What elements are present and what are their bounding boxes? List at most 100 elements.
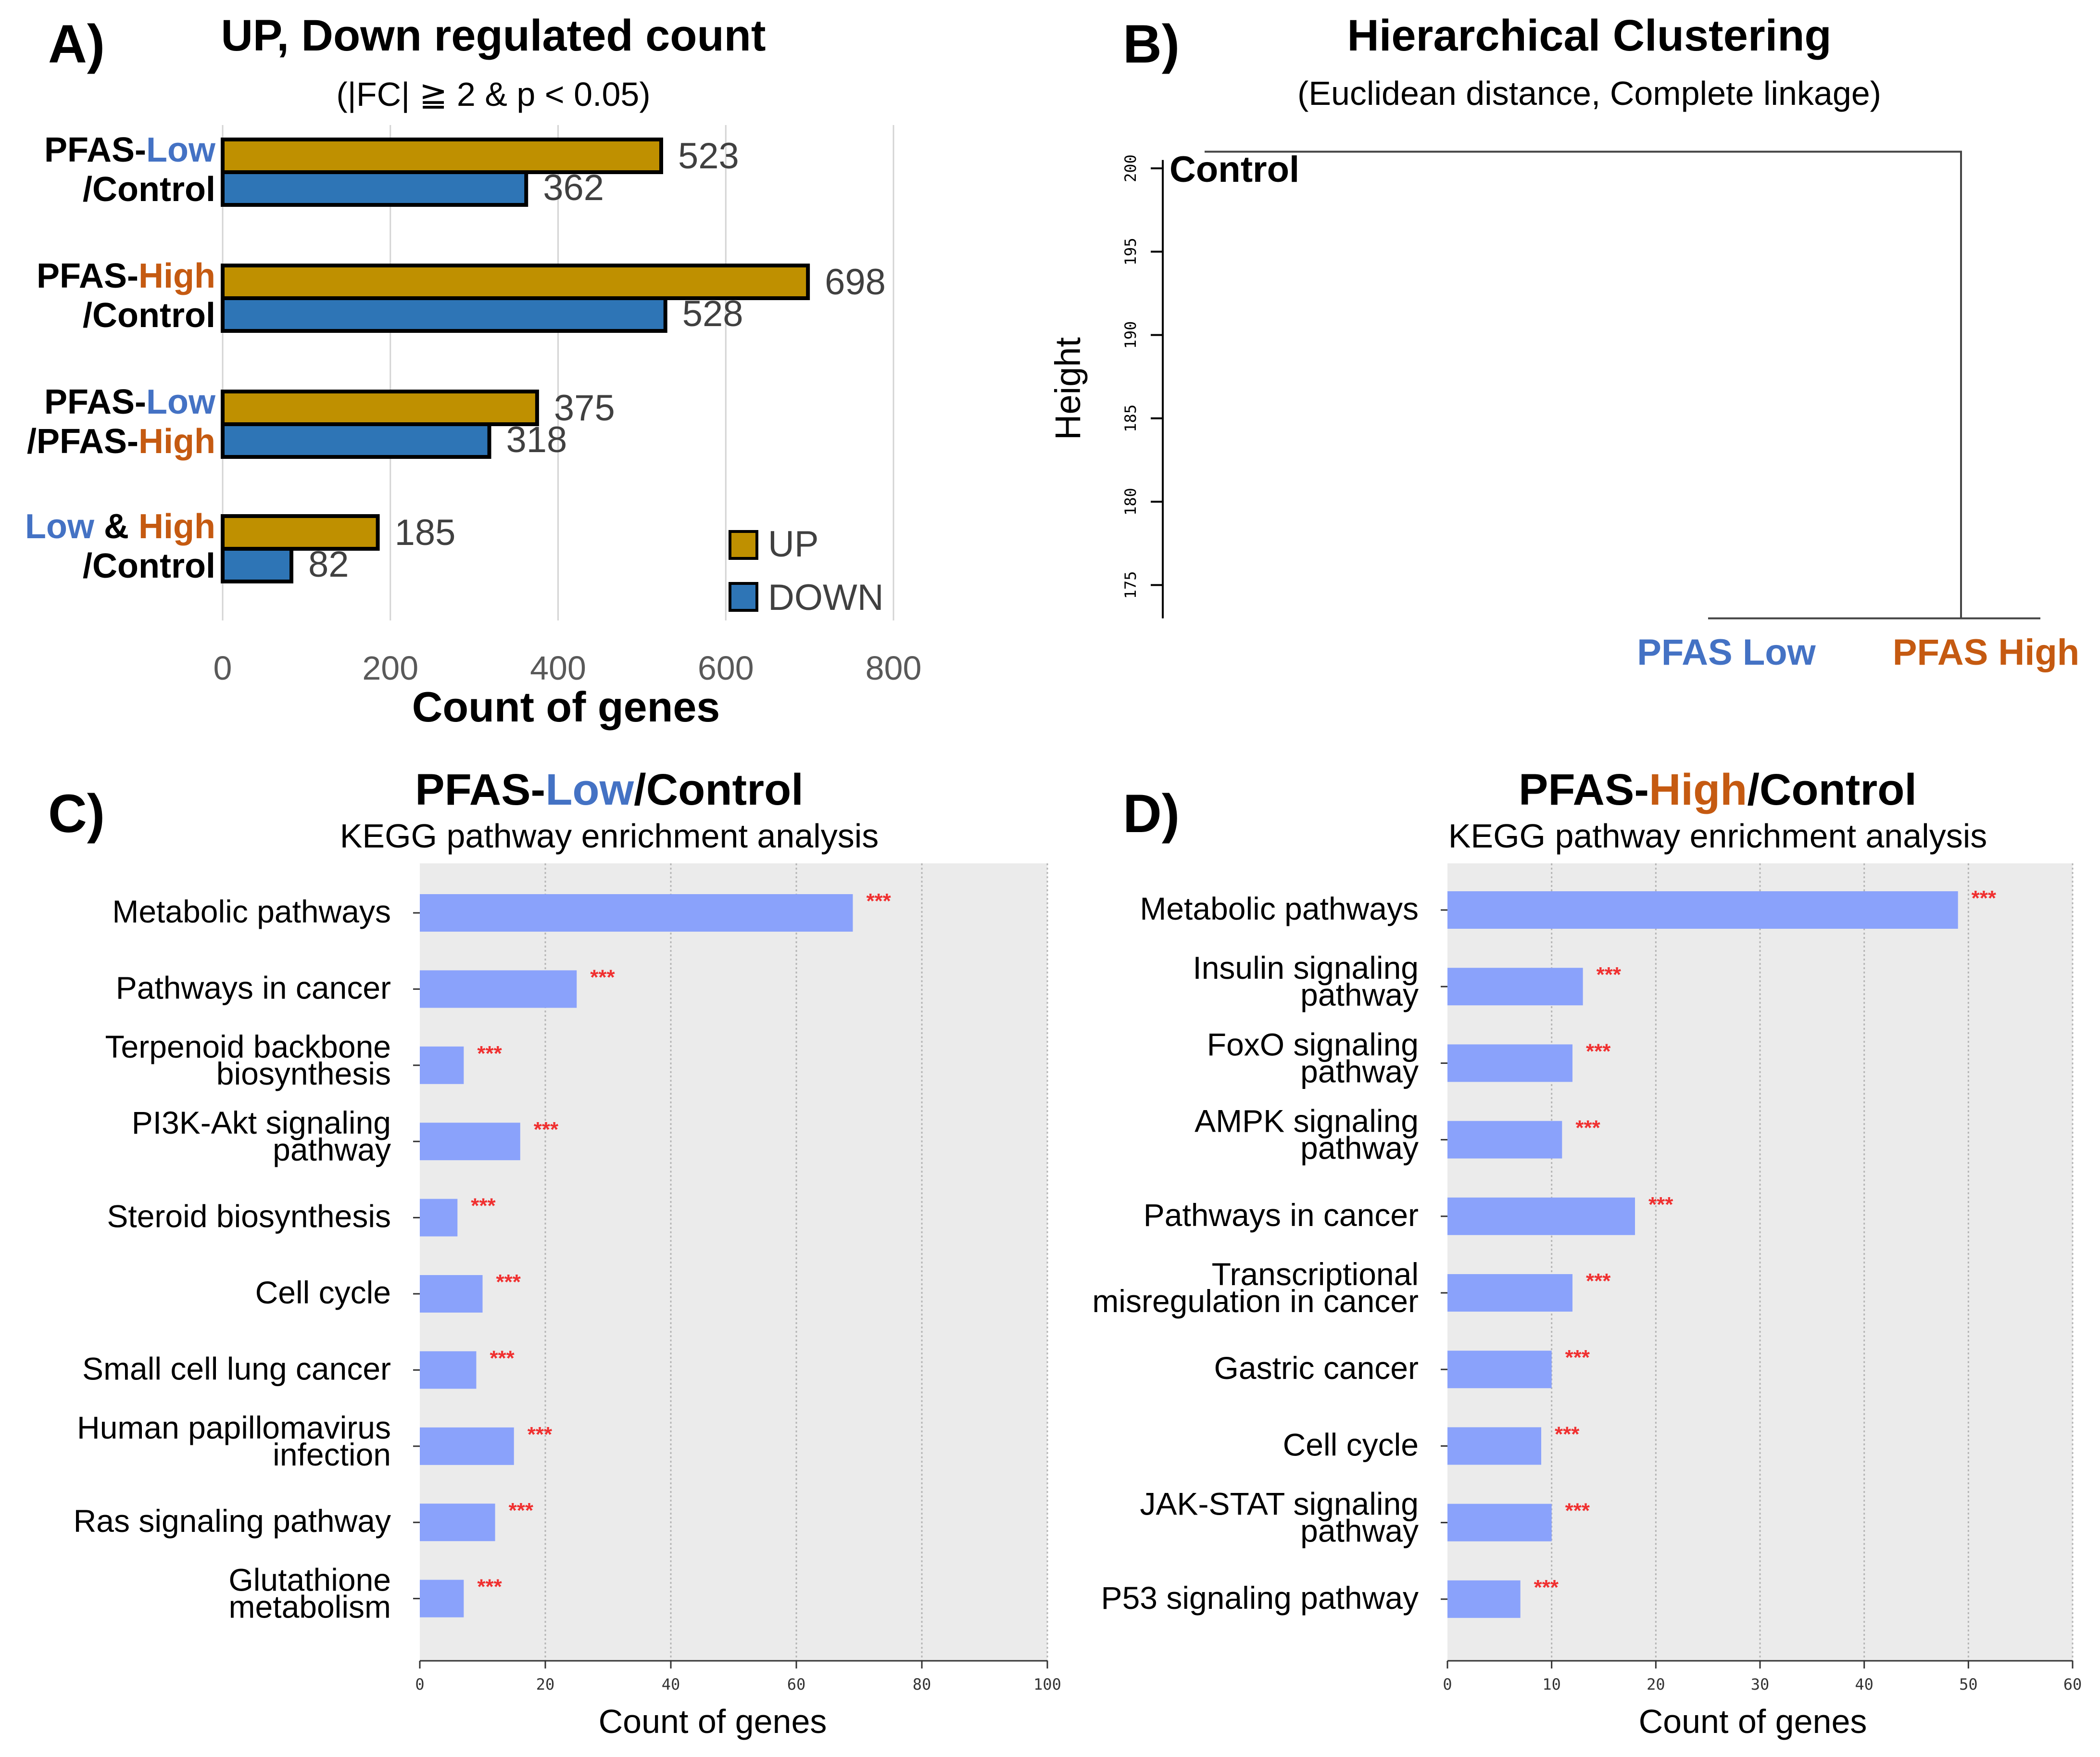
panel-a-bar-down: [221, 547, 293, 583]
panel-d-title-part-2: /Control: [1747, 765, 1917, 814]
panel-d-x-tick-label: 60: [2063, 1675, 2082, 1694]
panel-a-value-label-up: 523: [678, 136, 739, 177]
panel-c-significance-label: ***: [477, 1575, 502, 1599]
panel-c-significance-label: ***: [471, 1194, 496, 1218]
panel-d-category-label-line2: pathway: [1300, 1130, 1419, 1166]
panel-c-x-tick-label: 20: [536, 1675, 555, 1694]
panel-b-leaf-label: Control: [1169, 149, 1299, 190]
panel-c-category-label: Terpenoid backbone: [105, 1029, 391, 1064]
panel-b-subtitle: (Euclidean distance, Complete linkage): [1297, 75, 1881, 112]
panel-d-significance-label: ***: [1597, 963, 1622, 986]
panel-d-significance-label: ***: [1534, 1576, 1559, 1599]
panel-d-x-tick-label: 10: [1542, 1675, 1561, 1694]
panel-d-category-label-line2: pathway: [1300, 1053, 1419, 1089]
panel-a-category-label: PFAS-Low: [44, 131, 216, 169]
panel-c-category-label: Metabolic pathways: [112, 894, 391, 929]
panel-a-category-label-line2-part-0: /Control: [83, 296, 215, 335]
panel-a-x-tick-label: 200: [362, 649, 418, 687]
panel-d-bar: [1447, 1121, 1562, 1159]
panel-c-xlabel: Count of genes: [599, 1703, 827, 1740]
panel-a-category-label-part-1: Low: [146, 131, 216, 169]
panel-c-bar: [420, 1123, 520, 1161]
panel-d-significance-label: ***: [1586, 1269, 1611, 1293]
panel-d-x-tick-label: 0: [1443, 1675, 1452, 1694]
panel-c-bar: [420, 1580, 464, 1618]
panel-a-category-label-part-1: High: [138, 257, 215, 295]
panel-a-bar-down: [221, 422, 491, 459]
panel-a-value-label-down: 362: [543, 167, 604, 208]
panel-a-value-label-up: 375: [554, 388, 615, 429]
panel-c-title-part-2: /Control: [634, 765, 804, 814]
panel-c-significance-label: ***: [590, 965, 615, 989]
panel-a-x-tick-label: 400: [530, 649, 586, 687]
panel-c-bar: [420, 894, 853, 932]
panel-d-category-label: Transcriptional: [1212, 1256, 1419, 1292]
panel-c-bar: [420, 1275, 483, 1313]
panel-d-title-part-1: High: [1649, 765, 1747, 814]
panel-a-category-label-line2: /PFAS-High: [27, 422, 215, 461]
panel-d-significance-label: ***: [1586, 1039, 1611, 1063]
panel-a-title: UP, Down regulated count: [221, 11, 766, 60]
panel-a-value-label-down: 318: [506, 419, 567, 460]
panel-b-title: Hierarchical Clustering: [1347, 11, 1831, 60]
panel-d-x-tick-label: 40: [1855, 1675, 1874, 1694]
panel-d-category-label-line2: pathway: [1300, 1513, 1419, 1549]
panel-a-legend-swatch-up: [729, 530, 758, 560]
panel-c-bar: [420, 1351, 477, 1389]
panel-a-category-label-part-0: PFAS-: [44, 383, 146, 421]
panel-a-category-label: PFAS-Low: [44, 383, 216, 421]
panel-c-bar: [420, 1504, 495, 1542]
panel-c-category-label-line2: metabolism: [229, 1589, 391, 1625]
panel-c-title-part-0: PFAS-: [415, 765, 545, 814]
panel-c-category-label: PI3K-Akt signaling: [132, 1105, 391, 1140]
panel-c-category-label: Glutathione: [228, 1562, 391, 1598]
panel-a-category-label-part-0: PFAS-: [37, 257, 138, 295]
panel-d-category-label: Cell cycle: [1283, 1427, 1419, 1462]
panel-d-bar: [1447, 968, 1583, 1006]
panel-a-chart: UP, Down regulated count (|FC| ≧ 2 & p <…: [25, 11, 921, 731]
panel-a-bar-up: [221, 390, 539, 426]
panel-d-category-label-line2: pathway: [1300, 977, 1419, 1012]
panel-a-category-label-part-2: High: [138, 507, 215, 546]
panel-c-category-label-line2: biosynthesis: [216, 1056, 391, 1091]
panel-d-category-label: JAK-STAT signaling: [1140, 1486, 1419, 1522]
panel-c-subtitle: KEGG pathway enrichment analysis: [340, 817, 879, 855]
panel-a-bar-down: [221, 170, 528, 207]
panel-a-xlabel: Count of genes: [412, 683, 720, 731]
panel-c-x-tick-label: 0: [415, 1675, 424, 1694]
panel-a-bar-up: [221, 138, 663, 174]
panel-d-x-tick-label: 30: [1751, 1675, 1770, 1694]
panel-c-x-tick-label: 60: [787, 1675, 806, 1694]
panel-d-bar: [1447, 1044, 1572, 1082]
panel-b-y-tick-label: 200: [1121, 154, 1140, 182]
panel-d-category-label: Pathways in cancer: [1144, 1197, 1419, 1233]
panel-d-subtitle: KEGG pathway enrichment analysis: [1448, 817, 1987, 855]
panel-c-significance-label: ***: [509, 1499, 534, 1522]
panel-d-chart: KEGG pathway enrichment analysis Count o…: [1092, 765, 2082, 1740]
panel-c-significance-label: ***: [866, 889, 891, 913]
panel-d-significance-label: ***: [1648, 1193, 1673, 1216]
panel-a-category-label-line2-part-0: /Control: [83, 547, 215, 585]
panel-b-label: B): [1123, 14, 1180, 74]
panel-c-category-label: Steroid biosynthesis: [107, 1199, 391, 1234]
panel-d-significance-label: ***: [1565, 1346, 1590, 1369]
panel-a-bar-up: [221, 514, 380, 551]
panel-b-leaf-label: PFAS Low: [1637, 632, 1816, 673]
panel-c-bar: [420, 1046, 464, 1084]
panel-c-bar: [420, 1427, 514, 1465]
panel-a-x-tick-label: 600: [698, 649, 754, 687]
panel-c-significance-label: ***: [534, 1118, 559, 1141]
panel-b-y-tick-label: 195: [1121, 238, 1140, 265]
panel-a-legend-label-down: DOWN: [768, 577, 884, 618]
panel-d-category-label: P53 signaling pathway: [1101, 1580, 1419, 1616]
panel-a-category-label-line2: /Control: [83, 170, 215, 209]
panel-c-title-part-1: Low: [545, 765, 634, 814]
panel-d-bar: [1447, 1427, 1541, 1465]
panel-a-category-label-line2: /Control: [83, 547, 215, 585]
panel-d-xlabel: Count of genes: [1639, 1703, 1867, 1740]
panel-d-bar: [1447, 1580, 1521, 1618]
panel-b-branch-root: [1205, 151, 1962, 619]
panel-a-category-label-part-0: Low: [25, 507, 95, 546]
panel-c-label: C): [48, 784, 105, 844]
